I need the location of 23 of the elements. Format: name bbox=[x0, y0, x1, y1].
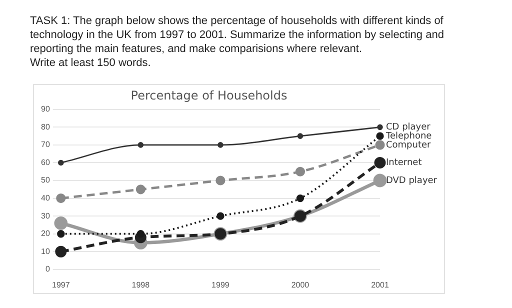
chart-title: Percentage of Households bbox=[130, 88, 288, 102]
series-label: Telephone bbox=[385, 131, 432, 142]
y-tick-label: 90 bbox=[40, 104, 50, 114]
y-tick-label: 40 bbox=[40, 193, 50, 202]
text: Write at least 150 words. bbox=[30, 56, 152, 70]
series-label: Computer bbox=[386, 140, 432, 150]
y-tick-label: 0 bbox=[45, 264, 50, 274]
y-tick-label: 30 bbox=[40, 211, 50, 220]
y-tick-label: 20 bbox=[40, 229, 50, 238]
y-tick-label: 10 bbox=[40, 246, 50, 256]
x-tick-label: 1999 bbox=[212, 280, 230, 290]
x-tick-label: 2001 bbox=[371, 280, 390, 290]
series-label: CD player bbox=[386, 122, 431, 133]
y-tick-label: 70 bbox=[40, 140, 50, 150]
y-tick-label: 50 bbox=[40, 176, 50, 185]
series-label: DVD player bbox=[386, 176, 438, 186]
x-tick-label: 1997 bbox=[52, 280, 70, 290]
series-label: Internet bbox=[386, 158, 422, 168]
y-tick-label: 60 bbox=[40, 158, 50, 167]
x-tick-label: 2000 bbox=[291, 280, 310, 290]
x-tick-label: 1998 bbox=[132, 280, 150, 290]
text: TASK 1: The graph below shows the percentage of households with different kinds of technology in the UK from 1997 to 2001. Summarize the information by selecting and reporting the main features, and make comparisions where relevant. bbox=[30, 14, 445, 56]
y-tick-label: 80 bbox=[40, 122, 50, 132]
